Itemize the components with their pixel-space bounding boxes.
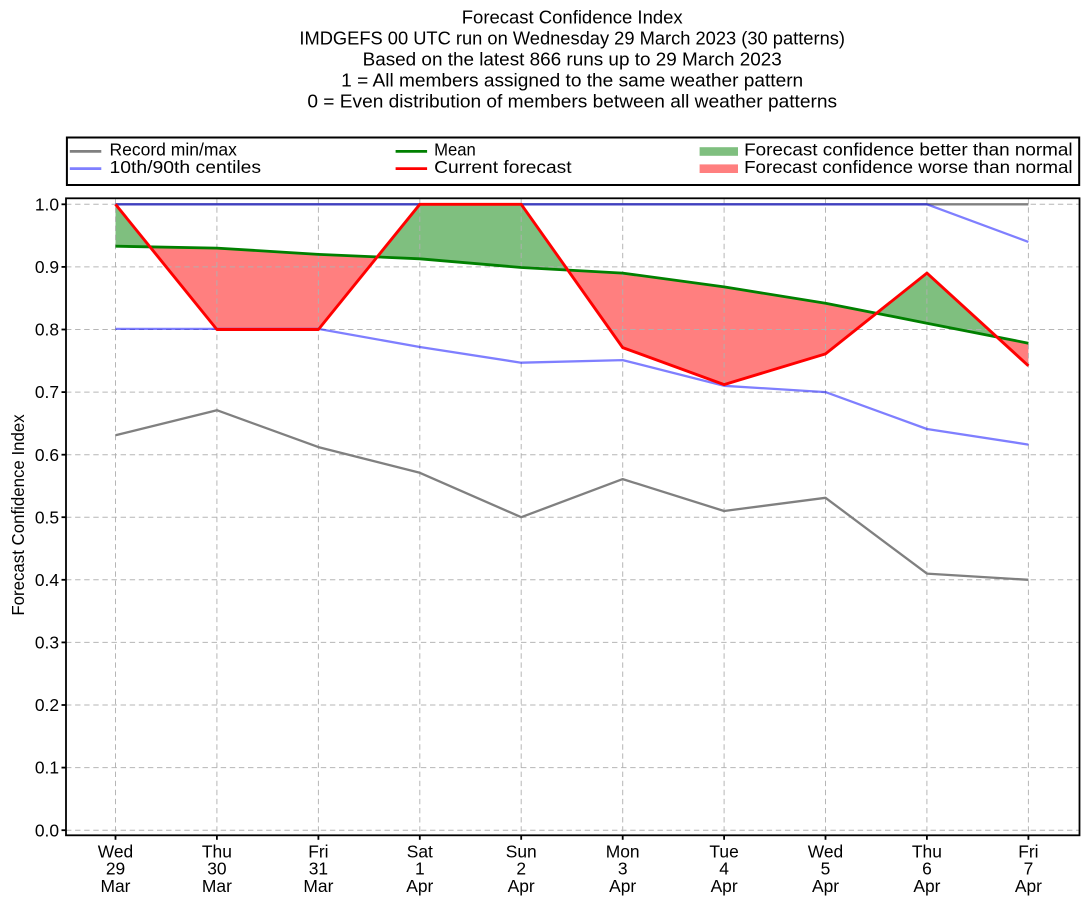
svg-text:0.9: 0.9 — [35, 257, 59, 277]
svg-text:Forecast confidence better tha: Forecast confidence better than normal — [744, 140, 1073, 160]
svg-text:0.1: 0.1 — [35, 758, 59, 778]
svg-text:0.8: 0.8 — [35, 320, 59, 340]
svg-text:Sat: Sat — [407, 841, 433, 861]
svg-text:0.2: 0.2 — [35, 695, 59, 715]
svg-text:Current forecast: Current forecast — [434, 157, 572, 177]
svg-text:Fri: Fri — [1018, 841, 1038, 861]
svg-text:0.3: 0.3 — [35, 633, 59, 653]
svg-text:Mon: Mon — [606, 841, 640, 861]
svg-text:0.4: 0.4 — [35, 570, 60, 590]
svg-text:4: 4 — [719, 859, 729, 879]
svg-text:31: 31 — [309, 859, 328, 879]
svg-text:Apr: Apr — [812, 876, 839, 896]
svg-text:Sun: Sun — [506, 841, 537, 861]
svg-text:Mar: Mar — [202, 876, 232, 896]
svg-text:Apr: Apr — [711, 876, 738, 896]
svg-text:IMDGEFS 00 UTC run on Wednesda: IMDGEFS 00 UTC run on Wednesday 29 March… — [299, 29, 845, 49]
svg-text:Record min/max: Record min/max — [110, 140, 238, 160]
svg-text:0.0: 0.0 — [35, 820, 59, 840]
svg-text:10th/90th centiles: 10th/90th centiles — [110, 157, 262, 177]
svg-text:0 = Even distribution of membe: 0 = Even distribution of members between… — [307, 92, 837, 112]
svg-text:Apr: Apr — [1015, 876, 1042, 896]
svg-text:Fri: Fri — [308, 841, 328, 861]
svg-text:6: 6 — [922, 859, 932, 879]
svg-text:1.0: 1.0 — [35, 194, 59, 214]
svg-text:Mar: Mar — [303, 876, 333, 896]
svg-text:Wed: Wed — [808, 841, 843, 861]
svg-text:3: 3 — [618, 859, 628, 879]
svg-text:2: 2 — [516, 859, 526, 879]
svg-text:29: 29 — [106, 859, 125, 879]
svg-text:Tue: Tue — [709, 841, 738, 861]
svg-text:5: 5 — [821, 859, 831, 879]
svg-text:1: 1 — [415, 859, 425, 879]
svg-text:7: 7 — [1024, 859, 1034, 879]
svg-text:Apr: Apr — [508, 876, 535, 896]
svg-text:0.7: 0.7 — [35, 382, 59, 402]
svg-text:Apr: Apr — [406, 876, 433, 896]
svg-text:Wed: Wed — [98, 841, 133, 861]
svg-text:Mar: Mar — [101, 876, 131, 896]
svg-text:Based on the latest 866 runs u: Based on the latest 866 runs up to 29 Ma… — [363, 50, 782, 70]
svg-text:Forecast Confidence Index: Forecast Confidence Index — [462, 8, 683, 28]
svg-text:Apr: Apr — [609, 876, 636, 896]
svg-text:0.6: 0.6 — [35, 445, 59, 465]
svg-text:Thu: Thu — [912, 841, 942, 861]
svg-text:Apr: Apr — [913, 876, 940, 896]
svg-text:Thu: Thu — [202, 841, 232, 861]
svg-text:Mean: Mean — [434, 140, 476, 160]
svg-text:30: 30 — [207, 859, 226, 879]
svg-text:0.5: 0.5 — [35, 507, 59, 527]
svg-text:Forecast confidence worse than: Forecast confidence worse than normal — [744, 157, 1073, 177]
svg-text:1 = All members assigned to th: 1 = All members assigned to the same wea… — [341, 71, 803, 91]
svg-text:Forecast Confidence Index: Forecast Confidence Index — [8, 414, 28, 616]
